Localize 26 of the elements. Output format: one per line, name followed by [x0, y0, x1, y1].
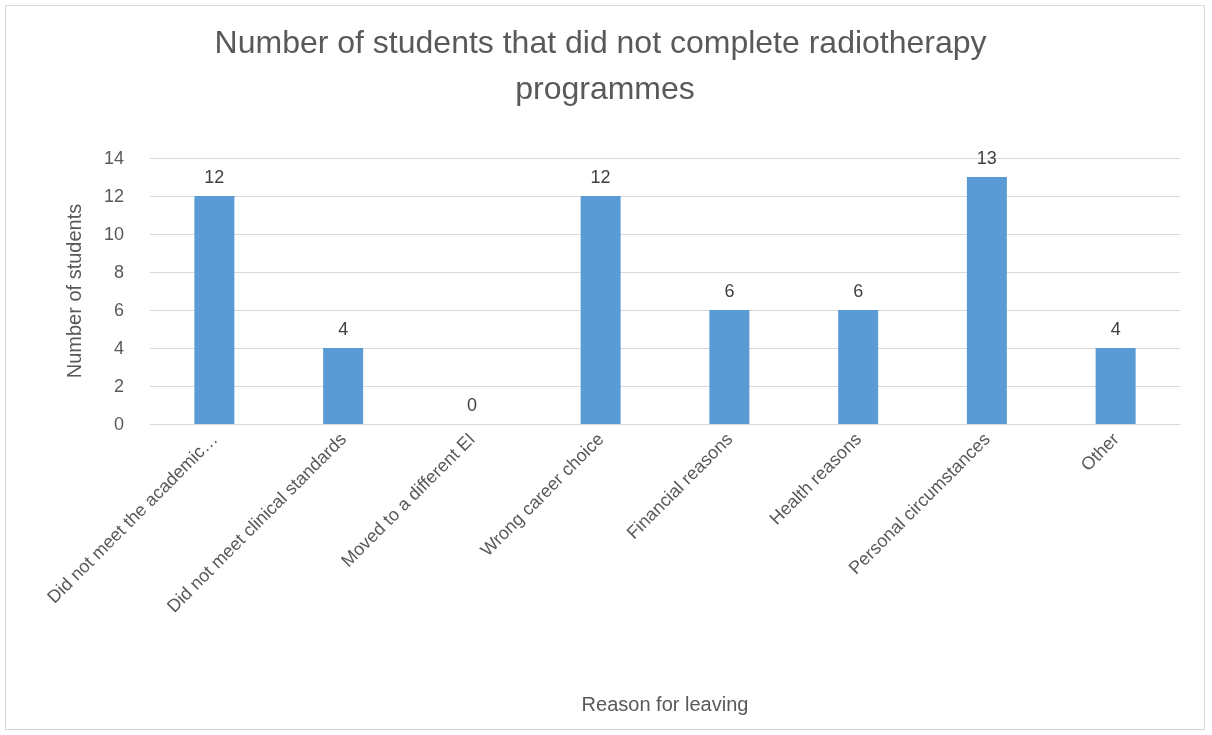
- data-label: 12: [204, 167, 225, 187]
- bar: [194, 196, 235, 424]
- bar: [580, 196, 621, 424]
- y-tick-label: 0: [113, 414, 124, 434]
- data-label: 13: [976, 148, 997, 168]
- bar: [838, 310, 879, 424]
- y-tick-label: 4: [113, 338, 124, 358]
- data-label: 12: [590, 167, 611, 187]
- y-tick-label: 2: [113, 376, 124, 396]
- bar: [323, 348, 364, 424]
- data-label: 0: [466, 395, 477, 415]
- y-axis-title: Number of students: [63, 203, 85, 379]
- bar: [709, 310, 750, 424]
- data-label: 4: [1110, 319, 1121, 339]
- bar: [1095, 348, 1136, 424]
- bar: [966, 177, 1007, 424]
- y-tick-label: 14: [103, 148, 124, 168]
- y-tick-label: 10: [103, 224, 124, 244]
- y-tick-label: 12: [103, 186, 124, 206]
- data-label: 6: [853, 281, 864, 301]
- x-axis-title: Reason for leaving: [581, 693, 749, 715]
- data-label: 4: [338, 319, 349, 339]
- y-tick-label: 6: [113, 300, 124, 320]
- y-tick-label: 8: [113, 262, 124, 282]
- data-label: 6: [724, 281, 735, 301]
- chart-title: Number of students that did not complete radiotherapy programmes: [214, 24, 996, 106]
